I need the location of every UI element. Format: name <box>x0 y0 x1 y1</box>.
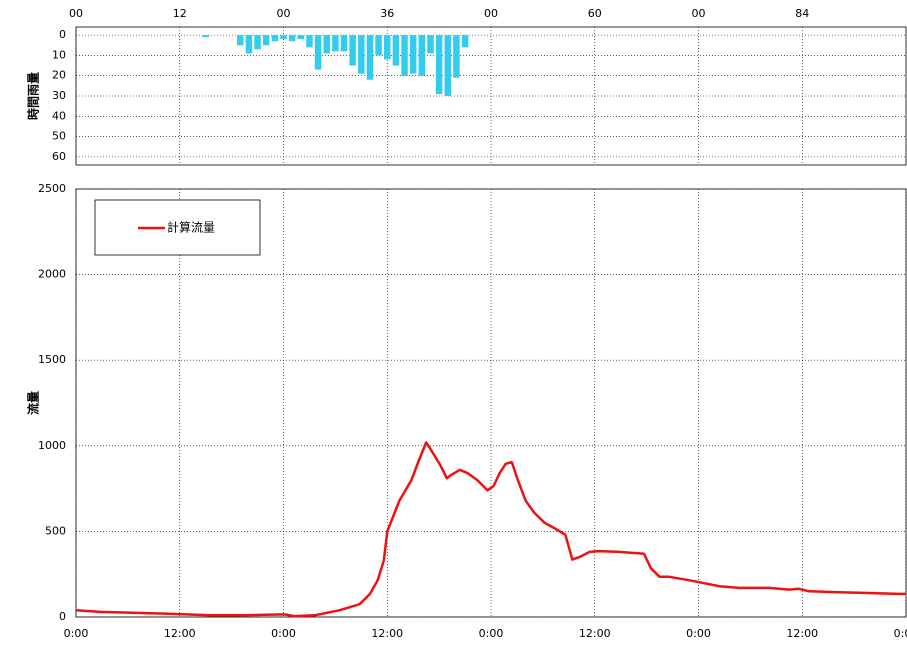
bar <box>262 35 270 46</box>
bar <box>358 35 365 74</box>
y-tick-label: 1500 <box>38 353 66 366</box>
line-series <box>75 441 906 618</box>
bar <box>384 35 391 60</box>
bar <box>461 35 469 48</box>
bar <box>280 35 287 40</box>
x-tick-label: 12:00 <box>164 627 196 640</box>
y-tick-label: 30 <box>52 89 66 102</box>
y-axis-label: 流量 <box>26 391 41 415</box>
bar <box>453 35 460 78</box>
bar <box>271 35 279 42</box>
bar <box>392 35 400 66</box>
bar <box>366 35 374 80</box>
bar <box>349 35 356 66</box>
bar <box>444 35 452 96</box>
y-tick-label: 0 <box>59 610 66 623</box>
y-tick-label: 2500 <box>38 182 66 195</box>
x-tick-label: 0:00 <box>894 627 907 640</box>
y-tick-label: 60 <box>52 150 66 163</box>
y-tick-label: 0 <box>59 28 66 41</box>
y-axis-label: 時間雨量 <box>26 72 41 120</box>
bar <box>314 35 322 70</box>
x-tick-label: 12 <box>173 7 187 20</box>
y-tick-label: 40 <box>52 109 66 122</box>
bar <box>254 35 261 50</box>
bar <box>401 35 408 76</box>
x-tick-label: 60 <box>588 7 602 20</box>
bar <box>409 35 417 74</box>
y-tick-label: 50 <box>52 130 66 143</box>
x-tick-label: 12:00 <box>579 627 611 640</box>
x-tick-label: 00 <box>277 7 291 20</box>
y-tick-label: 2000 <box>38 268 66 281</box>
bar <box>323 35 330 54</box>
x-tick-label: 36 <box>380 7 394 20</box>
y-tick-label: 1000 <box>38 439 66 452</box>
bar <box>202 35 209 38</box>
bar <box>245 35 253 54</box>
bar <box>332 35 339 52</box>
bar <box>297 35 305 40</box>
bar <box>435 35 443 94</box>
y-tick-label: 500 <box>45 524 66 537</box>
x-tick-label: 12:00 <box>371 627 403 640</box>
bar <box>288 35 296 42</box>
x-tick-label: 0:00 <box>479 627 504 640</box>
x-tick-label: 0:00 <box>271 627 296 640</box>
bar <box>375 35 382 56</box>
bar <box>237 35 244 46</box>
bar <box>427 35 434 54</box>
bar <box>418 35 426 76</box>
bar <box>340 35 348 52</box>
x-tick-label: 00 <box>692 7 706 20</box>
x-tick-label: 12:00 <box>786 627 818 640</box>
y-tick-label: 10 <box>52 48 66 61</box>
x-tick-label: 84 <box>795 7 809 20</box>
y-tick-label: 20 <box>52 69 66 82</box>
x-tick-label: 00 <box>484 7 498 20</box>
x-tick-label: 0:00 <box>64 627 89 640</box>
legend-box <box>94 199 261 256</box>
x-tick-label: 0:00 <box>686 627 711 640</box>
x-tick-label: 00 <box>69 7 83 20</box>
bar <box>306 35 313 48</box>
legend-label: 計算流量 <box>167 220 215 235</box>
